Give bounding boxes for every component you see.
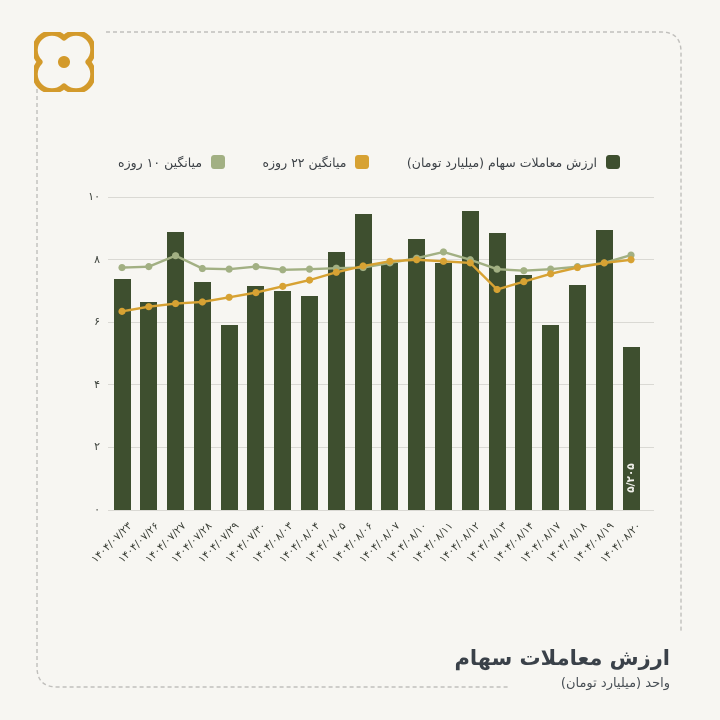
- ma10-point[interactable]: [493, 265, 501, 273]
- ma22-point[interactable]: [198, 298, 206, 306]
- ma22-point[interactable]: [547, 270, 555, 278]
- ma10-swatch: [211, 155, 226, 169]
- legend-item-ma22[interactable]: میانگین ۲۲ روزه: [262, 154, 370, 170]
- bar-۱۴۰۴/۰۷/۲۶[interactable]: [140, 301, 158, 510]
- stock-value-chart: ۰ ۲ ۴ ۶ ۸ ۱۰ ۱۴۰۴/۰۷/۲۳ ۱۴۰۴/۰۷/۲۶ ۱۴۰۴/۰۷/۲۷ ۱۴۰…: [88, 190, 654, 565]
- legend-item-ma10[interactable]: میانگین ۱۰ روزه: [118, 154, 226, 170]
- y-axis-tick-label: ۲: [94, 440, 100, 454]
- bar-۱۴۰۴/۰۸/۱۷[interactable]: [542, 325, 560, 510]
- chart-title: ارزش معاملات سهام: [454, 646, 670, 670]
- quatrefoil-outline: [34, 32, 94, 92]
- y-axis-tick-label: ۴: [94, 377, 100, 391]
- footer-title-block: ارزش معاملات سهام واحد (میلیارد تومان): [454, 643, 670, 695]
- legend-label: میانگین ۲۲ روزه: [262, 154, 347, 170]
- ma22-point[interactable]: [520, 278, 528, 286]
- bar-۱۴۰۴/۰۷/۲۹[interactable]: [220, 325, 238, 510]
- ma22-point[interactable]: [493, 285, 501, 294]
- ma22-swatch: [355, 155, 370, 169]
- gridline-y4: [108, 384, 654, 386]
- legend-item-trading-value[interactable]: ارزش معاملات سهام (میلیارد تومان): [407, 155, 620, 170]
- bar-۱۴۰۴/۰۸/۱۱[interactable]: [434, 262, 452, 510]
- ma22-point[interactable]: [118, 307, 126, 315]
- gridline-y0: [108, 509, 654, 511]
- bar-۱۴۰۴/۰۸/۱۲[interactable]: [461, 211, 479, 510]
- ma22-point[interactable]: [171, 299, 180, 308]
- bar-۱۴۰۴/۰۸/۰۳[interactable]: [274, 291, 292, 510]
- ma22-point[interactable]: [279, 282, 287, 290]
- bar-۱۴۰۴/۰۸/۰۴[interactable]: [301, 295, 319, 510]
- bar-۱۴۰۴/۰۸/۱۹[interactable]: [595, 230, 613, 510]
- ma22-point[interactable]: [332, 268, 340, 276]
- bar-۱۴۰۴/۰۸/۰۵[interactable]: [327, 251, 345, 510]
- ma22-point[interactable]: [627, 256, 635, 264]
- chart-legend: ارزش معاملات سهام (میلیارد تومان) میانگی…: [118, 150, 620, 174]
- bar-۱۴۰۴/۰۸/۲۰[interactable]: [622, 347, 640, 510]
- bar-۱۴۰۴/۰۸/۱۰[interactable]: [408, 239, 426, 510]
- ma10-point[interactable]: [118, 263, 126, 272]
- ma10-point[interactable]: [520, 267, 528, 275]
- gridline-y10: [108, 196, 654, 198]
- gridline-y6: [108, 321, 654, 323]
- bar-۱۴۰۴/۰۸/۱۳[interactable]: [488, 233, 506, 510]
- bar-۱۴۰۴/۰۷/۳۰[interactable]: [247, 286, 265, 510]
- ma10-point[interactable]: [198, 264, 206, 273]
- ma10-point[interactable]: [171, 252, 180, 260]
- y-axis-tick-label: ۰: [94, 503, 100, 516]
- ma22-point[interactable]: [305, 276, 314, 284]
- legend-label: ارزش معاملات سهام (میلیارد تومان): [406, 154, 597, 170]
- ma22-point[interactable]: [413, 256, 421, 264]
- moving-average-lines: [118, 248, 635, 315]
- ma22-point[interactable]: [359, 262, 367, 270]
- ma22-point[interactable]: [225, 293, 233, 301]
- ma10-point[interactable]: [305, 265, 314, 273]
- ma22-point[interactable]: [466, 259, 474, 267]
- bar-۱۴۰۴/۰۷/۲۷[interactable]: [167, 231, 185, 510]
- y-axis-tick-label: ۶: [94, 315, 100, 329]
- ma22-point[interactable]: [386, 257, 394, 265]
- logo-center-dot: [58, 56, 70, 68]
- ma22-point[interactable]: [600, 259, 608, 267]
- y-axis-tick-label: ۸: [94, 252, 100, 266]
- ma22-point[interactable]: [252, 289, 260, 297]
- bar-۱۴۰۴/۰۸/۰۶[interactable]: [354, 214, 372, 510]
- ma10-line: [121, 250, 632, 272]
- chart-unit-subtitle: واحد (میلیارد تومان): [560, 676, 670, 691]
- bar-۱۴۰۴/۰۸/۱۸[interactable]: [568, 284, 586, 510]
- gridline-y8: [108, 259, 654, 261]
- ma10-point[interactable]: [279, 266, 287, 274]
- bar-۱۴۰۴/۰۸/۰۷[interactable]: [381, 262, 399, 510]
- y-axis-tick-label: ۱۰: [88, 190, 100, 204]
- bar-۱۴۰۴/۰۷/۲۸[interactable]: [193, 281, 211, 510]
- ma22-point[interactable]: [573, 263, 582, 272]
- ma22-line: [121, 258, 632, 313]
- legend-label: میانگین ۱۰ روزه: [118, 154, 203, 170]
- bar-۱۴۰۴/۰۷/۲۳[interactable]: [113, 278, 131, 510]
- ma10-point[interactable]: [252, 263, 260, 271]
- ma10-point[interactable]: [145, 263, 153, 271]
- ma22-point[interactable]: [439, 257, 448, 265]
- ma10-point[interactable]: [439, 248, 448, 256]
- gridline-y2: [108, 446, 654, 448]
- ma22-point[interactable]: [145, 303, 153, 311]
- quatrefoil-logo: [34, 32, 94, 92]
- trading-value-swatch: [606, 155, 620, 169]
- last-bar-value-label: ۵/۲۰۵: [625, 463, 637, 493]
- ma10-point[interactable]: [225, 265, 233, 273]
- bar-۱۴۰۴/۰۸/۱۴[interactable]: [515, 275, 533, 510]
